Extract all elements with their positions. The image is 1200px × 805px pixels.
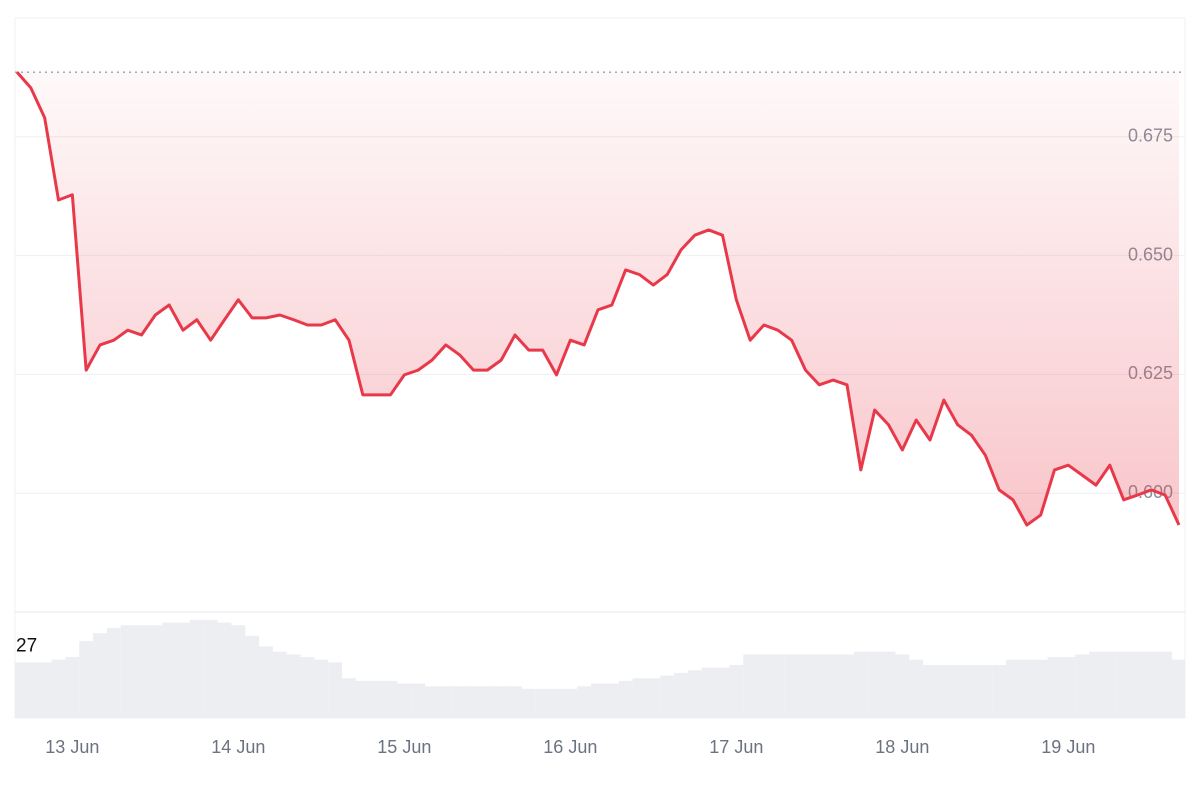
volume-bar: [1130, 651, 1145, 718]
volume-bar: [231, 625, 246, 718]
volume-bar: [466, 686, 481, 718]
x-tick-label: 19 Jun: [1041, 737, 1095, 757]
volume-bar: [1116, 651, 1131, 718]
volume-bar: [355, 680, 370, 718]
volume-bar: [425, 686, 439, 718]
volume-bar: [950, 665, 965, 718]
volume-bar: [438, 686, 453, 718]
volume-bar: [715, 667, 730, 718]
volume-bar: [618, 680, 633, 718]
volume-bar: [521, 688, 536, 718]
volume-bar: [134, 625, 149, 718]
volume-bar: [383, 680, 398, 718]
volume-bar: [508, 686, 522, 718]
volume-bar: [93, 633, 107, 718]
volume-bar: [411, 683, 426, 718]
volume-bar: [286, 654, 301, 718]
volume-bar: [964, 665, 979, 718]
volume-bar: [189, 619, 204, 718]
volume-bar: [65, 657, 80, 718]
volume-bar: [328, 662, 343, 718]
volume-bar: [397, 683, 412, 718]
volume-bar: [176, 622, 190, 718]
volume-bar: [1006, 659, 1020, 718]
volume-bar: [936, 665, 951, 718]
volume-bar: [1172, 659, 1185, 718]
volume-bar: [452, 686, 467, 718]
volume-bar: [15, 662, 24, 718]
volume-bar: [245, 635, 260, 718]
volume-bar: [812, 654, 827, 718]
volume-bar: [217, 622, 232, 718]
volume-bar: [300, 657, 315, 718]
volume-bar: [591, 683, 605, 718]
volume-bar: [549, 688, 564, 718]
volume-bar: [826, 654, 841, 718]
volume-bar: [494, 686, 509, 718]
volume-bar: [1061, 657, 1076, 718]
volume-bar: [729, 665, 744, 718]
volume-bar: [604, 683, 619, 718]
volume-bar: [1075, 654, 1090, 718]
volume-bar: [881, 651, 896, 718]
x-tick-label: 18 Jun: [875, 737, 929, 757]
volume-bar: [120, 625, 135, 718]
volume-bar: [909, 659, 924, 718]
volume-bar: [79, 641, 94, 718]
volume-bar: [798, 654, 813, 718]
x-tick-label: 16 Jun: [543, 737, 597, 757]
volume-bar: [1047, 657, 1062, 718]
volume-bar: [992, 665, 1007, 718]
volume-bar: [37, 662, 52, 718]
volume-bar: [535, 688, 550, 718]
x-tick-label: 15 Jun: [377, 737, 431, 757]
volume-bar: [895, 654, 910, 718]
volume-bar: [978, 665, 993, 718]
volume-bar: [563, 688, 578, 718]
volume-bar: [674, 672, 688, 718]
x-tick-label: 13 Jun: [45, 737, 99, 757]
volume-bar: [757, 654, 771, 718]
volume-bar: [1019, 659, 1034, 718]
volume-bar: [743, 654, 758, 718]
volume-bar: [203, 619, 218, 718]
volume-bar: [632, 678, 647, 718]
volume-bar: [369, 680, 384, 718]
volume-bar: [840, 654, 854, 718]
volume-bar: [1144, 651, 1159, 718]
volume-bar: [51, 659, 66, 718]
price-line: [15, 71, 1181, 527]
volume-bar: [853, 651, 868, 718]
volume-bar: [660, 675, 675, 718]
volume-bar: [923, 665, 937, 718]
volume-bar: [23, 662, 38, 718]
volume-bar: [1158, 651, 1173, 718]
volume-bar: [646, 678, 661, 718]
volume-bar: [701, 667, 716, 718]
volume-bar: [259, 646, 273, 718]
change-area: [17, 72, 1179, 526]
volume-bar: [687, 670, 702, 718]
volume-bar: [1089, 651, 1103, 718]
volume-bar: [106, 627, 121, 718]
volume-bar: [867, 651, 882, 718]
volume-bar: [480, 686, 495, 718]
volume-tick-label: 27: [16, 635, 37, 656]
volume-bar: [342, 678, 356, 718]
x-tick-label: 17 Jun: [709, 737, 763, 757]
volume-bar: [784, 654, 799, 718]
volume-bar: [148, 625, 163, 718]
volume-bar: [577, 686, 592, 718]
volume-bar: [1033, 659, 1048, 718]
volume-bar: [272, 651, 287, 718]
x-tick-label: 14 Jun: [211, 737, 265, 757]
volume-bar: [770, 654, 785, 718]
volume-bar: [162, 622, 177, 718]
volume-bar: [314, 659, 329, 718]
volume-bar: [1102, 651, 1117, 718]
